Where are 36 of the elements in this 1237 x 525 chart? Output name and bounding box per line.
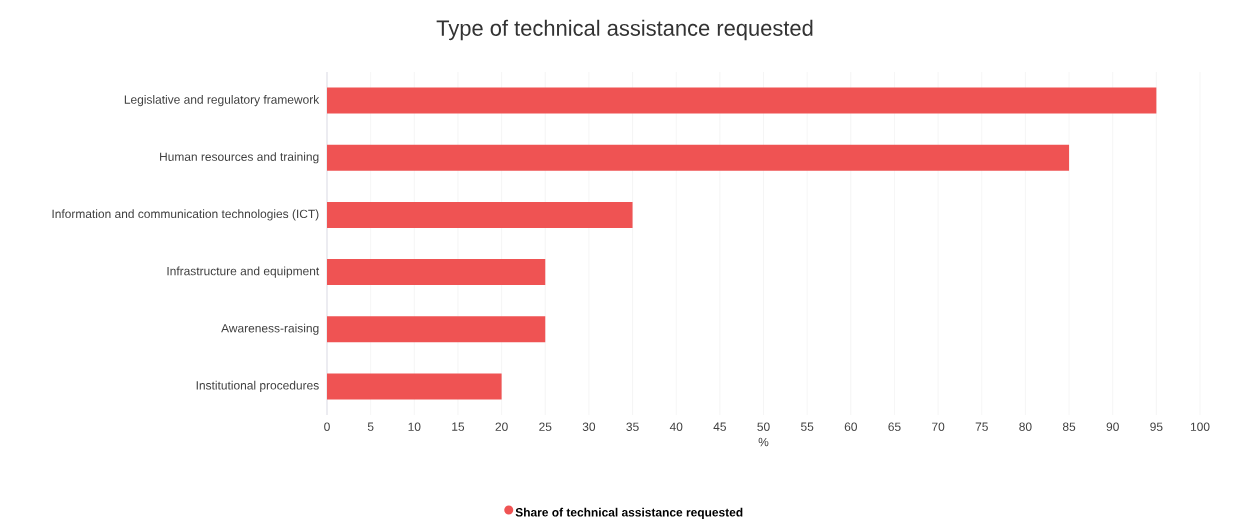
x-tick-label: 70 — [932, 422, 945, 431]
legend-label: Share of technical assistance requested — [515, 507, 743, 519]
bar — [327, 87, 1157, 114]
x-tick-label: 25 — [539, 422, 552, 431]
x-tick-label: 5 — [367, 422, 374, 431]
y-tick-label: Institutional procedures — [196, 380, 319, 392]
x-tick-label: 20 — [495, 422, 508, 431]
x-tick-label: 45 — [713, 422, 726, 431]
x-tick-label: 100 — [1190, 422, 1210, 431]
x-tick-label: 90 — [1106, 422, 1119, 431]
bar — [327, 373, 502, 400]
x-tick-label: 15 — [452, 422, 465, 431]
x-tick-label: 10 — [408, 422, 421, 431]
x-tick-label: 0 — [324, 422, 330, 431]
y-tick-label: Legislative and regulatory framework — [124, 95, 320, 107]
x-tick-label: 85 — [1062, 422, 1076, 431]
bar — [327, 144, 1070, 171]
bar — [327, 316, 546, 343]
bar — [327, 259, 546, 286]
x-tick-label: 80 — [1019, 422, 1032, 431]
x-tick-label: 95 — [1150, 422, 1163, 431]
x-tick-label: 55 — [800, 422, 814, 431]
bar — [327, 201, 633, 228]
x-tick-label: 40 — [669, 422, 683, 431]
y-tick-label: Human resources and training — [160, 152, 319, 164]
x-tick-label: 50 — [757, 422, 770, 431]
chart-title: Type of technical assistance requested — [436, 19, 813, 41]
x-axis-title: % — [758, 437, 769, 447]
x-tick-label: 65 — [888, 422, 901, 431]
y-tick-label: Infrastructure and equipment — [167, 266, 320, 278]
y-tick-label: Awareness-raising — [221, 323, 319, 335]
x-tick-label: 75 — [975, 422, 988, 431]
y-tick-label: Information and communication technologies (ICT) — [52, 209, 319, 221]
x-tick-label: 30 — [582, 422, 596, 431]
x-tick-label: 35 — [626, 422, 639, 431]
x-tick-label: 60 — [844, 422, 857, 431]
